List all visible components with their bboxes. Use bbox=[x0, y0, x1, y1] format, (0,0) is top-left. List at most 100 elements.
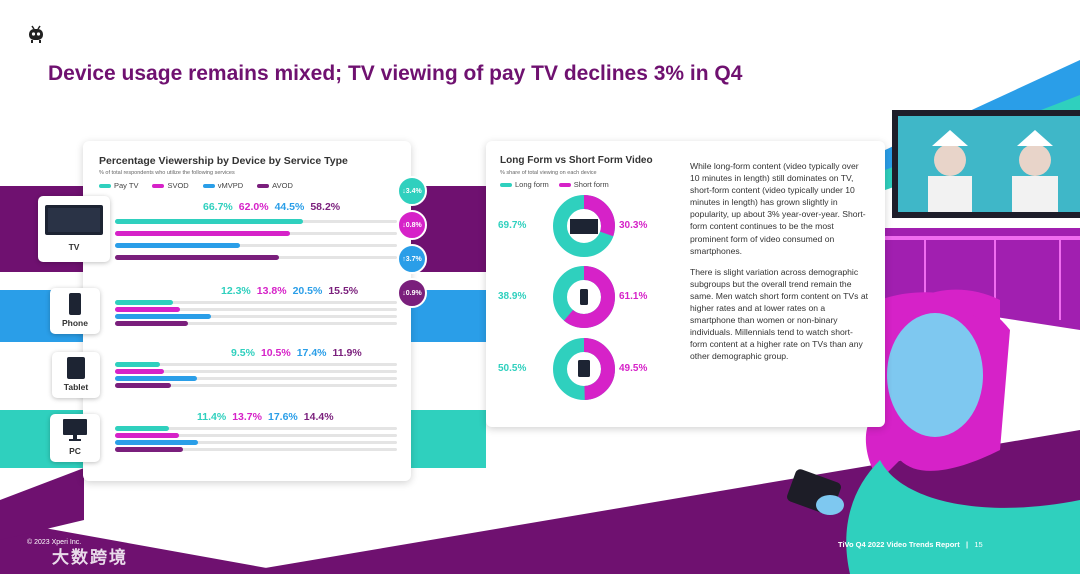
bar-track bbox=[115, 322, 397, 325]
change-badge-2: ↑ 3.7% bbox=[397, 244, 427, 274]
bar-pc-avod bbox=[115, 447, 183, 452]
arrow-down-icon: ↓ bbox=[402, 289, 406, 297]
bar-tablet-pay-tv bbox=[115, 362, 160, 367]
legend-item-short-form: Short form bbox=[558, 180, 609, 189]
device-label-tablet: Tablet bbox=[63, 382, 89, 392]
legend-item-long-form: Long form bbox=[500, 180, 549, 189]
right-chart-subtitle: % share of total viewing on each device bbox=[500, 170, 597, 176]
value-labels-tablet: 9.5% 10.5% 17.4% 11.9% bbox=[231, 347, 362, 359]
donut-short-slice bbox=[553, 195, 615, 257]
tv-icon bbox=[45, 205, 103, 235]
data-label: 58.2% bbox=[310, 201, 341, 213]
page-number: 15 bbox=[974, 540, 983, 549]
donut-chart-2 bbox=[553, 338, 615, 400]
donut-short-slice bbox=[553, 338, 615, 400]
phone-icon bbox=[580, 289, 588, 305]
donut-chart-0 bbox=[553, 195, 615, 257]
data-label: 11.9% bbox=[332, 347, 362, 359]
bar-tv-svod bbox=[115, 231, 290, 236]
bar-track bbox=[115, 384, 397, 387]
tablet-icon bbox=[67, 357, 85, 379]
bar-pc-pay-tv bbox=[115, 426, 169, 431]
tv-icon bbox=[570, 219, 598, 234]
device-tile-phone: Phone bbox=[50, 288, 100, 334]
bar-pc-vmvpd bbox=[115, 440, 198, 445]
left-chart-subtitle: % of total respondents who utilize the f… bbox=[99, 170, 235, 176]
data-label: 17.4% bbox=[296, 347, 327, 359]
viewership-by-device-card: Percentage Viewership by Device by Servi… bbox=[83, 141, 411, 481]
data-label: 9.5% bbox=[231, 347, 255, 359]
data-label: 15.5% bbox=[328, 285, 359, 297]
device-label-pc: PC bbox=[69, 446, 81, 456]
description-text: While long-form content (video typically… bbox=[690, 160, 870, 372]
long-vs-short-form-card: Long Form vs Short Form Video % share of… bbox=[486, 141, 885, 427]
legend-item-vmvpd: vMVPD bbox=[202, 181, 243, 190]
legend-item-svod: SVOD bbox=[152, 181, 189, 190]
bar-tv-vmvpd bbox=[115, 243, 241, 248]
long-form-value: 50.5% bbox=[498, 363, 527, 374]
copyright-text: © 2023 Xperi Inc. bbox=[27, 539, 82, 546]
bar-tablet-svod bbox=[115, 369, 165, 374]
change-badge-0: ↓ 3.4% bbox=[397, 176, 427, 206]
data-label: 13.7% bbox=[232, 411, 262, 423]
bar-phone-vmvpd bbox=[115, 314, 212, 319]
legend-item-avod: AVOD bbox=[257, 181, 293, 190]
data-label: 13.8% bbox=[256, 285, 287, 297]
data-label: 44.5% bbox=[274, 201, 305, 213]
bar-track bbox=[115, 427, 397, 430]
value-labels-phone: 12.3% 13.8% 20.5% 15.5% bbox=[221, 285, 358, 297]
data-label: 10.5% bbox=[260, 347, 291, 359]
device-tile-tv: TV bbox=[38, 196, 110, 262]
change-badge-3: ↓ 0.9% bbox=[397, 278, 427, 308]
donut-chart-1 bbox=[553, 266, 615, 328]
bar-track bbox=[115, 370, 397, 373]
data-label: 11.4% bbox=[197, 411, 227, 423]
bar-track bbox=[115, 244, 397, 247]
bar-track bbox=[115, 377, 397, 380]
bar-tv-avod bbox=[115, 255, 280, 260]
tivo-logo-icon bbox=[29, 25, 43, 43]
watermark-text: 大数跨境 bbox=[52, 548, 128, 567]
device-label-tv: TV bbox=[68, 242, 80, 252]
data-label: 14.4% bbox=[303, 411, 334, 423]
device-tile-tablet: Tablet bbox=[52, 352, 100, 398]
value-labels-tv: 66.7% 62.0% 44.5% 58.2% bbox=[203, 201, 340, 213]
device-tile-pc: PC bbox=[50, 414, 100, 462]
arrow-up-icon: ↑ bbox=[402, 255, 406, 263]
value-labels-pc: 11.4% 13.7% 17.6% 14.4% bbox=[197, 411, 334, 423]
tablet-icon bbox=[578, 360, 590, 377]
data-label: 66.7% bbox=[203, 201, 233, 213]
bar-track bbox=[115, 448, 397, 451]
legend-item-pay-tv: Pay TV bbox=[99, 181, 138, 190]
bar-phone-svod bbox=[115, 307, 180, 312]
short-form-value: 49.5% bbox=[619, 363, 648, 374]
bar-track bbox=[115, 434, 397, 437]
right-chart-title: Long Form vs Short Form Video bbox=[500, 155, 653, 166]
report-footer: TiVo Q4 2022 Video Trends Report | 15 bbox=[838, 540, 983, 549]
bar-tablet-vmvpd bbox=[115, 376, 197, 381]
donut-short-slice bbox=[553, 266, 615, 328]
report-name: TiVo Q4 2022 Video Trends Report bbox=[838, 540, 960, 549]
arrow-down-icon: ↓ bbox=[402, 187, 406, 195]
bar-phone-avod bbox=[115, 321, 188, 326]
change-badge-1: ↓ 0.8% bbox=[397, 210, 427, 240]
bar-tablet-avod bbox=[115, 383, 171, 388]
data-label: 20.5% bbox=[292, 285, 323, 297]
bar-pc-svod bbox=[115, 433, 180, 438]
short-form-value: 30.3% bbox=[619, 220, 648, 231]
bar-track bbox=[115, 301, 397, 304]
bar-track bbox=[115, 315, 397, 318]
left-chart-title: Percentage Viewership by Device by Servi… bbox=[99, 155, 348, 167]
bar-tv-pay-tv bbox=[115, 219, 304, 224]
description-paragraph-2: There is slight variation across demogra… bbox=[690, 266, 869, 362]
page-title: Device usage remains mixed; TV viewing o… bbox=[48, 62, 743, 85]
footer-separator: | bbox=[965, 540, 969, 549]
long-form-value: 38.9% bbox=[498, 291, 527, 302]
phone-icon bbox=[69, 293, 81, 315]
bar-track bbox=[115, 308, 397, 311]
description-paragraph-1: While long-form content (video typically… bbox=[690, 161, 866, 256]
device-label-phone: Phone bbox=[62, 318, 88, 328]
bar-track bbox=[115, 363, 397, 366]
right-chart-legend: Long form Short form bbox=[500, 180, 609, 189]
bar-phone-pay-tv bbox=[115, 300, 173, 305]
